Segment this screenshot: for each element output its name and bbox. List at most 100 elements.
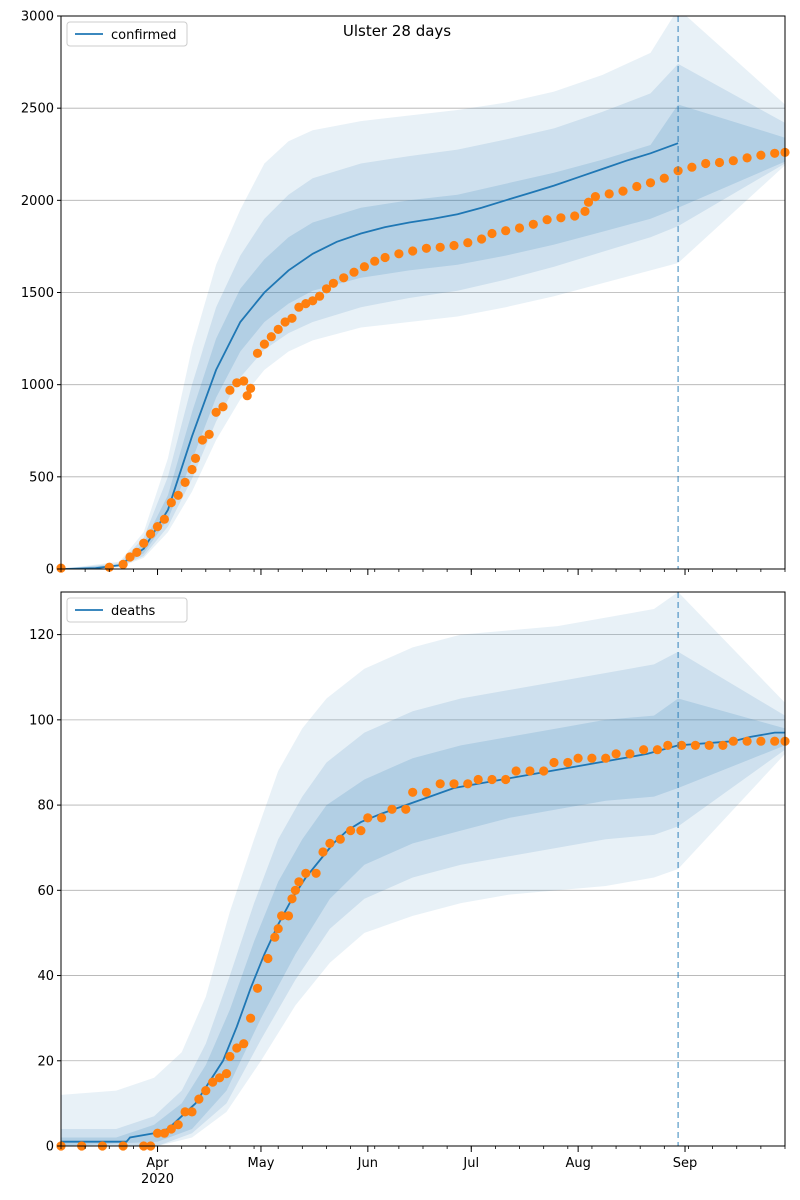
x-tick-label: May: [248, 1156, 275, 1171]
observed-point: [525, 766, 535, 776]
observed-point: [659, 173, 669, 183]
legend-label: confirmed: [111, 28, 177, 43]
observed-point: [542, 215, 552, 225]
observed-point: [511, 766, 521, 776]
y-tick-label: 0: [46, 563, 54, 578]
observed-point: [180, 1107, 190, 1117]
observed-point: [421, 787, 431, 797]
observed-point: [487, 228, 497, 239]
observed-point: [283, 911, 294, 921]
observed-point: [718, 740, 728, 751]
observed-point: [377, 813, 387, 823]
observed-point: [604, 189, 614, 199]
observed-point: [204, 429, 214, 439]
legend-label: deaths: [111, 604, 156, 619]
x-tick-label: Jul: [462, 1156, 479, 1171]
observed-point: [563, 757, 573, 768]
observed-point: [556, 213, 566, 223]
observed-point: [273, 924, 283, 934]
observed-point: [618, 186, 628, 196]
observed-point: [294, 877, 304, 887]
uncertainty-band: [61, 592, 785, 1146]
observed-point: [770, 736, 780, 746]
observed-point: [166, 1124, 176, 1134]
observed-point: [301, 299, 311, 309]
x-tick-label: Aug: [565, 1156, 590, 1171]
observed-point: [690, 740, 701, 751]
uncertainty-band: [61, 651, 785, 1146]
observed-point: [632, 181, 642, 192]
observed-point: [246, 383, 256, 393]
observed-point: [728, 156, 738, 166]
observed-point: [549, 757, 559, 768]
observed-point: [742, 153, 752, 163]
confirmed-panel: 0 500 1000 1500 2000 2500 3000 confirmed: [21, 10, 790, 578]
y-tick-label: 80: [37, 799, 54, 814]
observed-point: [663, 740, 673, 751]
observed-point: [252, 348, 263, 358]
y-tick-label: 40: [37, 969, 54, 984]
uncertainty-band: [61, 698, 785, 1146]
legend: confirmed: [66, 21, 188, 47]
x-tick-label: Jun: [357, 1156, 378, 1171]
observed-point: [104, 562, 114, 572]
observed-point: [514, 223, 525, 233]
observed-point: [311, 868, 321, 878]
observed-point: [190, 453, 201, 463]
observed-point: [328, 278, 338, 288]
plot-area: [61, 16, 785, 569]
observed-point: [246, 1013, 256, 1023]
x-tick-label: 2020: [141, 1172, 174, 1187]
observed-point: [152, 522, 163, 532]
observed-point: [232, 378, 242, 388]
observed-point: [146, 529, 156, 539]
observed-point: [477, 234, 487, 244]
figure-title: Ulster 28 days: [343, 22, 451, 40]
y-tick-label: 3000: [21, 10, 54, 25]
observed-point: [125, 552, 135, 562]
legend: deaths: [66, 597, 188, 623]
observed-point: [408, 246, 418, 256]
observed-point: [180, 477, 190, 487]
observed-point: [652, 745, 663, 755]
observed-point: [501, 226, 511, 236]
observed-point: [239, 1039, 249, 1049]
observed-point: [208, 1077, 218, 1087]
observed-point: [580, 206, 590, 216]
legend-box: [66, 597, 188, 623]
observed-point: [639, 745, 649, 755]
observed-point: [473, 774, 483, 785]
observed-point: [387, 804, 397, 814]
observed-point: [380, 252, 390, 263]
observed-point: [159, 514, 169, 524]
observed-point: [187, 1107, 197, 1117]
observed-point: [301, 868, 311, 878]
observed-point: [487, 774, 497, 785]
observed-point: [263, 953, 273, 964]
observed-point: [573, 753, 583, 763]
observed-point: [308, 296, 318, 306]
observed-point: [601, 753, 611, 763]
observed-point: [583, 197, 594, 207]
observed-point: [449, 240, 459, 251]
observed-point: [197, 435, 207, 445]
observed-point: [318, 847, 328, 857]
observed-point: [590, 192, 601, 202]
uncertainty-band: [61, 16, 785, 569]
observed-point: [166, 498, 176, 508]
observed-point: [394, 249, 404, 259]
uncertainty-band: [61, 63, 785, 569]
observed-point: [173, 1120, 183, 1130]
observed-point: [435, 242, 445, 252]
observed-point: [287, 894, 297, 904]
observed-point: [277, 911, 287, 921]
observed-point: [435, 779, 445, 789]
observed-point: [152, 1128, 163, 1138]
observed-point: [346, 826, 356, 836]
observed-point: [266, 332, 276, 342]
observed-point: [756, 736, 766, 746]
observed-point: [742, 736, 752, 746]
y-tick-label: 120: [29, 628, 54, 643]
observed-point: [349, 267, 359, 277]
observed-point: [449, 779, 459, 789]
